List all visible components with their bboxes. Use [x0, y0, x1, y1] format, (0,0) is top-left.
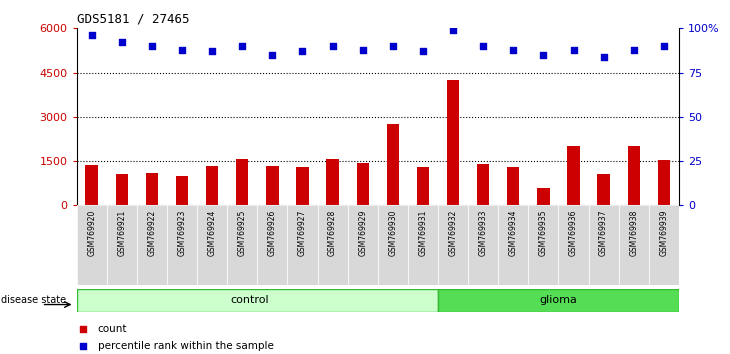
Bar	[296, 167, 309, 205]
Text: count: count	[98, 324, 127, 334]
Point	[116, 40, 128, 45]
Text: GSM769937: GSM769937	[599, 209, 608, 256]
Bar	[227, 205, 257, 285]
Bar	[318, 205, 347, 285]
Bar	[597, 175, 610, 205]
Text: GSM769927: GSM769927	[298, 209, 307, 256]
Bar	[326, 159, 339, 205]
Bar	[507, 167, 520, 205]
Point	[598, 54, 610, 59]
Text: GSM769939: GSM769939	[659, 209, 669, 256]
Bar	[176, 176, 188, 205]
Bar	[107, 205, 137, 285]
Bar	[417, 167, 429, 205]
Text: GSM769928: GSM769928	[328, 209, 337, 256]
Point	[507, 47, 519, 52]
Bar	[257, 205, 288, 285]
Bar	[438, 205, 468, 285]
Bar	[498, 205, 529, 285]
Point	[357, 47, 369, 52]
Bar	[347, 205, 378, 285]
Point	[237, 43, 248, 49]
Bar	[115, 175, 128, 205]
Text: GSM769920: GSM769920	[87, 209, 96, 256]
Bar	[588, 205, 618, 285]
Text: GSM769932: GSM769932	[448, 209, 458, 256]
Point	[417, 48, 429, 54]
Point	[537, 52, 549, 58]
Text: GSM769930: GSM769930	[388, 209, 397, 256]
Bar	[558, 205, 588, 285]
Bar	[288, 205, 318, 285]
Text: GSM769931: GSM769931	[418, 209, 428, 256]
Bar	[628, 146, 640, 205]
Bar	[649, 205, 679, 285]
Bar	[146, 173, 158, 205]
Text: GSM769923: GSM769923	[177, 209, 187, 256]
Bar	[206, 166, 218, 205]
Bar	[477, 164, 489, 205]
Point	[628, 47, 639, 52]
Bar	[447, 80, 459, 205]
Point	[146, 43, 158, 49]
Point	[477, 43, 489, 49]
Bar	[77, 205, 107, 285]
Bar	[468, 205, 498, 285]
Text: GSM769921: GSM769921	[118, 209, 126, 256]
Text: control: control	[231, 295, 269, 305]
Text: GDS5181 / 27465: GDS5181 / 27465	[77, 13, 189, 26]
Bar	[378, 205, 408, 285]
Text: glioma: glioma	[539, 295, 577, 305]
Bar	[567, 146, 580, 205]
Point	[266, 52, 278, 58]
Bar	[167, 205, 197, 285]
Text: GSM769929: GSM769929	[358, 209, 367, 256]
Bar	[137, 205, 167, 285]
Text: GSM769924: GSM769924	[207, 209, 217, 256]
Bar	[85, 165, 98, 205]
Bar	[529, 205, 558, 285]
Bar	[236, 159, 248, 205]
Text: GSM769925: GSM769925	[238, 209, 247, 256]
Text: GSM769934: GSM769934	[509, 209, 518, 256]
Point	[568, 47, 580, 52]
Text: GSM769935: GSM769935	[539, 209, 548, 256]
Point	[658, 43, 669, 49]
Bar	[537, 188, 550, 205]
Bar	[618, 205, 649, 285]
Bar	[387, 124, 399, 205]
Point	[447, 27, 459, 33]
Bar	[356, 164, 369, 205]
Point	[207, 48, 218, 54]
Point	[327, 43, 339, 49]
Text: GSM769926: GSM769926	[268, 209, 277, 256]
Bar	[438, 289, 679, 312]
Point	[176, 47, 188, 52]
Bar	[266, 166, 279, 205]
Point	[387, 43, 399, 49]
Text: GSM769922: GSM769922	[147, 209, 156, 256]
Text: GSM769933: GSM769933	[479, 209, 488, 256]
Bar	[77, 289, 438, 312]
Point	[426, 258, 438, 264]
Bar	[658, 160, 670, 205]
Text: percentile rank within the sample: percentile rank within the sample	[98, 341, 274, 350]
Text: GSM769938: GSM769938	[629, 209, 638, 256]
Point	[426, 105, 438, 111]
Point	[296, 48, 308, 54]
Text: GSM769936: GSM769936	[569, 209, 578, 256]
Bar	[408, 205, 438, 285]
Text: disease state: disease state	[1, 295, 66, 305]
Bar	[197, 205, 227, 285]
Point	[86, 33, 98, 38]
